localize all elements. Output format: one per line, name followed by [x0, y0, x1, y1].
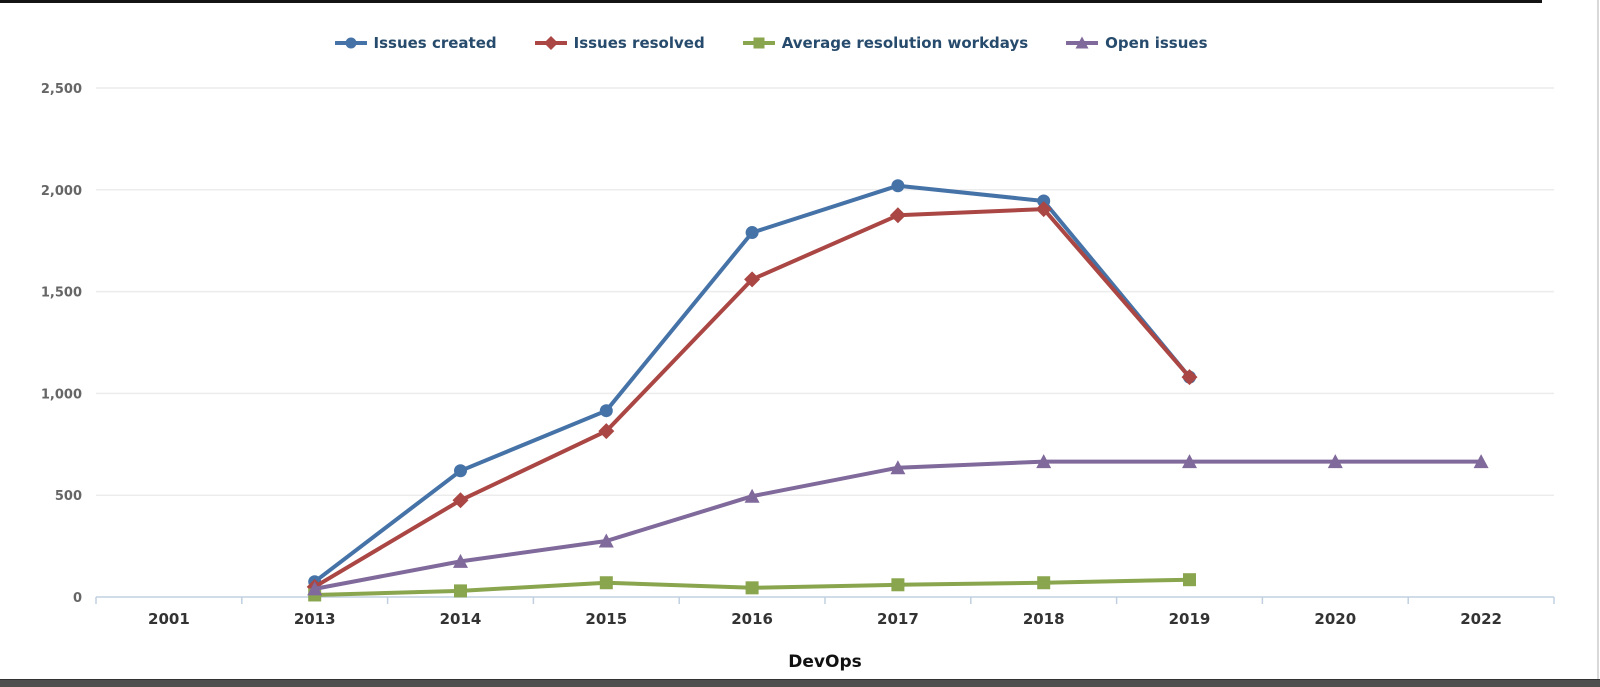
data-point-open-issues-2015[interactable] — [598, 533, 614, 548]
data-point-average-resolution-workdays-2018[interactable] — [1037, 576, 1051, 590]
x-axis-title: DevOps — [788, 652, 862, 672]
data-point-average-resolution-workdays-2016[interactable] — [745, 581, 759, 595]
data-point-average-resolution-workdays-2019[interactable] — [1183, 573, 1196, 587]
y-tick-label: 2,500 — [41, 82, 82, 97]
x-tick-label-2022: 2022 — [1460, 610, 1502, 628]
series-line-issues-resolved — [312, 207, 1192, 589]
data-point-issues-resolved-2014[interactable] — [452, 492, 469, 509]
x-tick-label-2019: 2019 — [1169, 610, 1211, 628]
right-window-edge — [1597, 0, 1599, 687]
data-point-open-issues-2018[interactable] — [1036, 454, 1052, 469]
legend-label: Average resolution workdays — [781, 34, 1029, 52]
legend-item-issues-resolved[interactable]: Issues resolved — [534, 34, 705, 52]
series-open-issues — [307, 454, 1489, 596]
y-tick-label: 0 — [73, 591, 82, 606]
data-point-issues-created-2018[interactable] — [1037, 194, 1051, 208]
series-line-issues-created — [312, 183, 1192, 584]
y-tick-label: 1,500 — [41, 286, 82, 301]
chart-legend: Issues created Issues resolved Average res… — [0, 34, 1542, 52]
data-point-issues-resolved-2016[interactable] — [744, 271, 761, 288]
data-point-issues-created-2015[interactable] — [599, 404, 613, 418]
legend-marker-circle-icon — [334, 37, 367, 49]
data-point-issues-created-2017[interactable] — [891, 179, 905, 193]
y-tick-label: 500 — [55, 489, 82, 504]
legend-marker-square-icon — [742, 37, 775, 49]
data-point-issues-resolved-2015[interactable] — [598, 423, 615, 440]
data-point-open-issues-2022[interactable] — [1473, 454, 1489, 469]
data-point-issues-created-2014[interactable] — [454, 464, 467, 478]
x-tick-label-2020: 2020 — [1314, 610, 1356, 628]
data-point-average-resolution-workdays-2014[interactable] — [454, 584, 467, 598]
bottom-window-edge — [0, 679, 1600, 687]
data-point-open-issues-2017[interactable] — [890, 460, 906, 475]
legend-item-open-issues[interactable]: Open issues — [1066, 34, 1208, 52]
data-point-open-issues-2020[interactable] — [1327, 454, 1343, 469]
data-point-open-issues-2013[interactable] — [307, 581, 323, 596]
series-issues-resolved — [306, 201, 1198, 595]
legend-label: Issues resolved — [573, 34, 705, 52]
data-point-issues-resolved-2017[interactable] — [889, 207, 906, 224]
legend-item-issues-created[interactable]: Issues created — [334, 34, 497, 52]
data-point-open-issues-2019[interactable] — [1182, 454, 1197, 469]
x-tick-label-2015: 2015 — [585, 610, 627, 628]
series-line-open-issues — [312, 459, 1484, 591]
legend-label: Issues created — [373, 34, 497, 52]
data-point-issues-created-2016[interactable] — [745, 226, 759, 240]
data-point-open-issues-2014[interactable] — [453, 553, 468, 568]
data-point-issues-resolved-2019[interactable] — [1181, 369, 1198, 386]
legend-item-average-resolution-workdays[interactable]: Average resolution workdays — [742, 34, 1029, 52]
y-tick-label: 2,000 — [41, 184, 82, 199]
x-tick-label-2016: 2016 — [731, 610, 773, 628]
x-tick-label-2018: 2018 — [1023, 610, 1065, 628]
data-point-average-resolution-workdays-2015[interactable] — [599, 576, 613, 590]
x-tick-label-2014: 2014 — [440, 610, 482, 628]
x-tick-label-2017: 2017 — [877, 610, 919, 628]
legend-marker-diamond-icon — [534, 36, 567, 50]
x-tick-label-2001: 2001 — [148, 610, 190, 628]
data-point-issues-resolved-2018[interactable] — [1035, 201, 1052, 218]
x-tick-label-2013: 2013 — [294, 610, 336, 628]
data-point-average-resolution-workdays-2017[interactable] — [891, 578, 905, 592]
legend-marker-triangle-icon — [1066, 36, 1099, 49]
legend-label: Open issues — [1105, 34, 1208, 52]
top-window-edge — [0, 0, 1542, 3]
y-tick-label: 1,000 — [41, 387, 82, 402]
data-point-open-issues-2016[interactable] — [744, 488, 760, 503]
series-issues-created — [308, 179, 1196, 589]
